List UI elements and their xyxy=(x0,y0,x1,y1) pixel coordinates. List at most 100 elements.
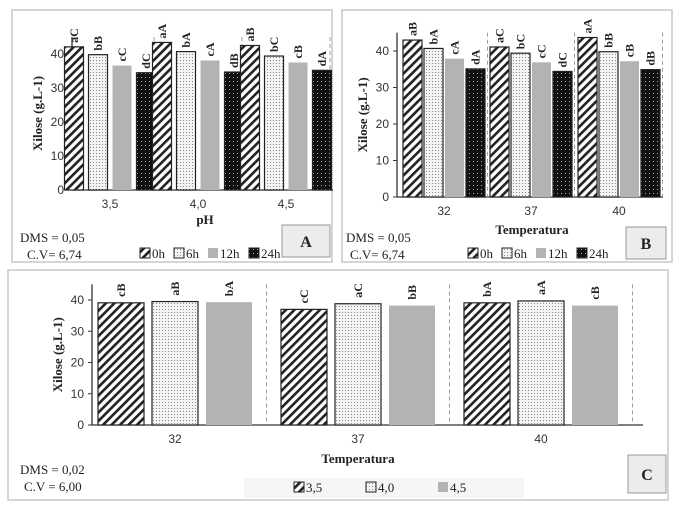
y-tick-label: 40 xyxy=(376,44,390,58)
y-tick-label: 40 xyxy=(71,293,85,307)
y-tick-label: 30 xyxy=(376,81,390,95)
x-tick-label: 37 xyxy=(524,204,538,218)
bar-24h xyxy=(552,70,573,198)
legend-label: 0h xyxy=(480,246,494,261)
legend-label: 12h xyxy=(548,246,568,261)
legend-label: 6h xyxy=(514,246,528,261)
cv-note: C.V = 6,00 xyxy=(24,479,82,494)
significance-label: bC xyxy=(267,37,281,52)
significance-label: cA xyxy=(203,42,217,56)
legend-label: 4,5 xyxy=(450,480,466,495)
x-axis-label: Temperatura xyxy=(321,451,395,466)
bar-12h xyxy=(288,62,308,190)
bar-6h xyxy=(87,54,109,191)
significance-label: aB xyxy=(168,282,182,296)
cv-note: C.V= 6,74 xyxy=(350,247,405,262)
y-tick-label: 10 xyxy=(51,149,65,163)
panel-b: 0 10 20 30 40 Xilose (g.L-1) 32 aB bA cA dA 37 aC bC c… xyxy=(341,9,673,263)
significance-label: dC xyxy=(139,53,153,68)
bar-45 xyxy=(389,305,435,425)
x-tick-label: 40 xyxy=(534,432,548,446)
significance-label: dA xyxy=(315,51,329,67)
x-axis-label: pH xyxy=(196,212,213,227)
bar-40 xyxy=(517,300,565,426)
legend-swatch-0h xyxy=(139,247,151,259)
significance-label: bB xyxy=(602,33,616,48)
legend-swatch-6h xyxy=(173,247,185,259)
legend-swatch-24h xyxy=(248,247,260,259)
panel-tag: C xyxy=(641,467,653,484)
panel-tag: A xyxy=(300,234,312,251)
legend-swatch-45 xyxy=(438,482,448,492)
legend-label: 6h xyxy=(186,246,200,261)
x-tick-label: 4,0 xyxy=(190,197,207,211)
significance-label: aA xyxy=(534,280,548,295)
significance-label: dA xyxy=(469,49,483,65)
dms-note: DMS = 0,05 xyxy=(346,230,411,245)
bar-0h xyxy=(151,41,173,191)
y-tick-label: 30 xyxy=(51,81,65,95)
x-tick-label: 32 xyxy=(437,204,451,218)
bar-6h xyxy=(423,47,444,198)
y-axis-label: Xilose (g.L-1) xyxy=(30,76,45,151)
y-tick-label: 10 xyxy=(376,154,390,168)
significance-label: cB xyxy=(114,283,128,296)
legend-swatch-40 xyxy=(365,481,377,493)
x-tick-label: 4,5 xyxy=(278,197,295,211)
bar-12h xyxy=(532,62,551,197)
significance-label: cC xyxy=(535,44,549,58)
y-axis-label: Xilose (g.L-1) xyxy=(355,77,370,152)
significance-label: aC xyxy=(351,283,365,298)
bar-0h xyxy=(239,44,261,191)
significance-label: cB xyxy=(588,286,602,299)
bar-35 xyxy=(280,308,328,426)
panel-tag-box xyxy=(627,454,667,494)
significance-label: bA xyxy=(179,32,193,48)
legend-label: 4,0 xyxy=(378,480,394,495)
significance-label: cA xyxy=(448,40,462,54)
legend-label: 24h xyxy=(589,246,609,261)
cv-note: C.V= 6,74 xyxy=(27,247,82,262)
panel-tag-box xyxy=(281,224,331,258)
bar-24h xyxy=(311,69,333,191)
y-tick-label: 20 xyxy=(51,115,65,129)
legend-label: 12h xyxy=(220,246,240,261)
significance-label: cB xyxy=(623,44,637,57)
panel-tag: B xyxy=(641,236,652,253)
legend-swatch-12h xyxy=(536,248,546,258)
legend-swatch-0h xyxy=(467,247,479,259)
legend-label: 3,5 xyxy=(306,480,322,495)
legend-swatch-12h xyxy=(208,248,218,258)
y-tick-label: 0 xyxy=(57,183,64,197)
x-tick-label: 40 xyxy=(612,204,626,218)
significance-label: dB xyxy=(227,53,241,68)
x-tick-label: 3,5 xyxy=(102,197,119,211)
panel-a: 0 10 20 30 40 Xilose (g.L-1) 3,5 aC bB cC dC 4,0 aA b… xyxy=(11,9,333,263)
bar-12h xyxy=(200,60,220,191)
legend-swatch-6h xyxy=(501,247,513,259)
significance-label: bA xyxy=(480,281,494,297)
bar-6h xyxy=(510,52,531,198)
significance-label: bB xyxy=(91,36,105,51)
legend-label: 24h xyxy=(261,246,281,261)
bar-6h xyxy=(598,51,619,198)
y-tick-label: 0 xyxy=(77,418,84,432)
legend-swatch-24h xyxy=(576,247,588,259)
legend-swatch-35 xyxy=(293,481,305,493)
y-tick-label: 30 xyxy=(71,324,85,338)
significance-label: cC xyxy=(115,48,129,62)
dms-note: DMS = 0,05 xyxy=(20,230,85,245)
significance-label: bC xyxy=(514,34,528,49)
panel-tag-box xyxy=(625,226,667,260)
y-tick-label: 20 xyxy=(71,356,85,370)
bar-40 xyxy=(334,303,382,426)
bar-35 xyxy=(97,302,145,426)
significance-label: dC xyxy=(556,52,570,67)
bar-0h xyxy=(63,46,85,191)
bar-6h xyxy=(175,51,197,191)
bar-24h xyxy=(465,68,486,198)
significance-label: aC xyxy=(493,28,507,43)
significance-label: aB xyxy=(406,22,420,36)
